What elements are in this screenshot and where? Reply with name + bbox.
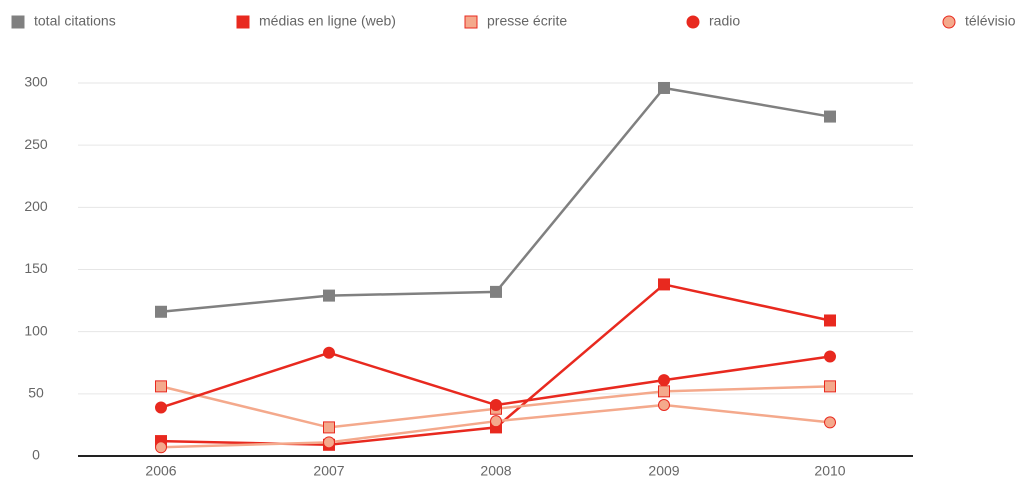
point bbox=[155, 401, 167, 414]
legend-label: radio bbox=[709, 13, 740, 29]
y-tick-label: 200 bbox=[24, 198, 48, 214]
point bbox=[155, 441, 167, 454]
point bbox=[824, 416, 836, 429]
legend-marker bbox=[942, 15, 956, 29]
legend-marker bbox=[11, 15, 25, 29]
x-tick-label: 2009 bbox=[648, 463, 679, 479]
legend-marker bbox=[686, 15, 700, 29]
legend-label: médias en ligne (web) bbox=[259, 13, 396, 29]
point bbox=[658, 374, 670, 387]
x-tick-label: 2006 bbox=[145, 463, 176, 479]
legend-marker bbox=[464, 15, 478, 29]
legend-label: presse écrite bbox=[487, 13, 567, 29]
y-tick-label: 0 bbox=[32, 447, 40, 463]
point bbox=[490, 415, 502, 428]
point bbox=[155, 380, 167, 393]
point bbox=[824, 380, 836, 393]
point bbox=[658, 278, 670, 291]
y-tick-label: 300 bbox=[24, 74, 48, 90]
legend-label: télévision bbox=[965, 13, 1015, 29]
legend-marker bbox=[236, 15, 250, 29]
point bbox=[323, 289, 335, 302]
y-tick-label: 100 bbox=[24, 322, 48, 338]
point bbox=[155, 305, 167, 318]
series-line bbox=[160, 86, 831, 314]
point bbox=[658, 385, 670, 398]
y-tick-label: 250 bbox=[24, 136, 48, 152]
point bbox=[323, 421, 335, 434]
x-tick-label: 2010 bbox=[814, 463, 845, 479]
point bbox=[490, 285, 502, 298]
y-tick-label: 150 bbox=[24, 260, 48, 276]
point bbox=[824, 350, 836, 363]
point bbox=[658, 81, 670, 94]
point bbox=[490, 399, 502, 412]
x-tick-label: 2007 bbox=[313, 463, 344, 479]
point bbox=[824, 314, 836, 327]
point bbox=[323, 346, 335, 359]
x-tick-label: 2008 bbox=[480, 463, 511, 479]
point bbox=[824, 110, 836, 123]
y-tick-label: 50 bbox=[28, 385, 44, 401]
legend-label: total citations bbox=[34, 13, 116, 29]
point bbox=[323, 436, 335, 449]
point bbox=[658, 399, 670, 412]
